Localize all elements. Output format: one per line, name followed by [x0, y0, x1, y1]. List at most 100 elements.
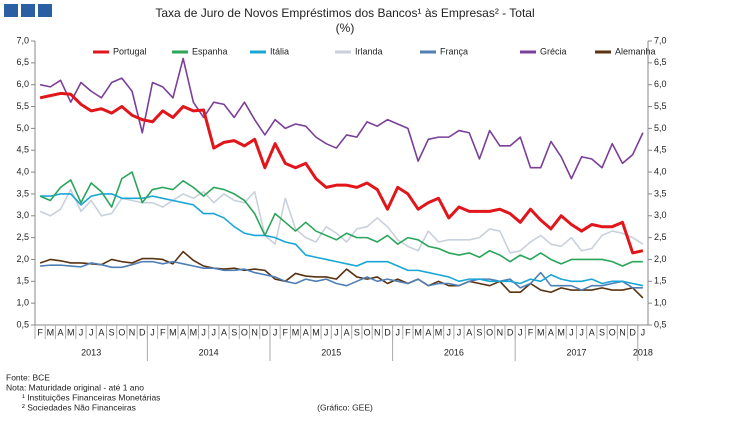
x-tick-label: M [312, 327, 320, 337]
x-tick-label: J [201, 327, 206, 337]
y2-tick-label: 5,0 [654, 123, 667, 133]
legend-label: Espanha [192, 46, 228, 56]
y-tick-label: 4,5 [16, 145, 29, 155]
series-line [40, 193, 644, 287]
x-tick-label: A [548, 327, 554, 337]
x-tick-label: J [334, 327, 339, 337]
x-tick-label: F [160, 327, 166, 337]
y2-tick-label: 3,5 [654, 188, 667, 198]
x-tick-label: M [537, 327, 545, 337]
x-tick-label: O [609, 327, 616, 337]
x-tick-label: A [98, 327, 104, 337]
year-label: 2016 [444, 347, 464, 357]
credit: (Gráfico: GEE) [317, 402, 373, 412]
series-line [39, 57, 644, 180]
x-tick-label: F [283, 327, 289, 337]
x-tick-label: A [589, 327, 595, 337]
logo-square [21, 4, 35, 17]
x-tick-label: J [89, 327, 94, 337]
y-tick-label: 1,0 [16, 298, 29, 308]
x-tick-label: A [180, 327, 186, 337]
x-tick-label: A [221, 327, 227, 337]
y-tick-label: 6,5 [16, 57, 29, 67]
y-tick-label: 5,5 [16, 101, 29, 111]
y-tick-label: 2,0 [16, 254, 29, 264]
note: Fonte: BCE [6, 372, 50, 382]
year-label: 2014 [199, 347, 219, 357]
x-tick-label: M [67, 327, 75, 337]
x-tick-label: J [447, 327, 452, 337]
x-tick-label: D [262, 327, 269, 337]
x-tick-label: J [79, 327, 84, 337]
x-tick-label: J [395, 327, 400, 337]
y-tick-label: 6,0 [16, 79, 29, 89]
x-tick-label: J [569, 327, 574, 337]
y2-tick-label: 2,5 [654, 232, 667, 242]
x-tick-label: M [190, 327, 198, 337]
x-tick-label: M [557, 327, 565, 337]
year-label: 2017 [566, 347, 586, 357]
x-tick-label: J [579, 327, 584, 337]
x-tick-label: O [486, 327, 493, 337]
logo-square [38, 4, 52, 17]
note: ¹ Instituições Financeiras Monetárias [22, 392, 160, 402]
x-tick-label: M [435, 327, 443, 337]
y-tick-label: 3,0 [16, 210, 29, 220]
chart-subtitle: (%) [336, 21, 355, 35]
note: ² Sociedades Não Financeiras [22, 402, 136, 412]
y2-tick-label: 1,5 [654, 276, 667, 286]
y2-tick-label: 7,0 [654, 35, 667, 45]
x-tick-label: M [47, 327, 55, 337]
legend-label: Itália [270, 46, 289, 56]
y-tick-label: 5,0 [16, 123, 29, 133]
y2-tick-label: 3,0 [654, 210, 667, 220]
y2-tick-label: 4,0 [654, 166, 667, 176]
x-tick-label: A [344, 327, 350, 337]
legend-label: França [440, 46, 468, 56]
x-tick-label: A [466, 327, 472, 337]
x-tick-label: F [37, 327, 43, 337]
x-tick-label: O [364, 327, 371, 337]
x-tick-label: N [129, 327, 136, 337]
series-line [39, 250, 644, 299]
x-tick-label: O [118, 327, 125, 337]
year-label: 2018 [633, 347, 653, 357]
x-tick-label: J [324, 327, 329, 337]
x-tick-label: J [457, 327, 462, 337]
legend-label: Portugal [113, 46, 147, 56]
x-tick-label: N [497, 327, 504, 337]
logo-square [4, 4, 18, 17]
y2-tick-label: 1,0 [654, 298, 667, 308]
note: Nota: Maturidade original - até 1 ano [6, 382, 144, 392]
x-tick-label: A [425, 327, 431, 337]
series-line [40, 260, 643, 291]
x-tick-label: A [58, 327, 64, 337]
x-tick-label: M [169, 327, 177, 337]
x-tick-label: N [251, 327, 258, 337]
chart-title: Taxa de Juro de Novos Empréstimos dos Ba… [155, 6, 534, 20]
y-tick-label: 3,5 [16, 188, 29, 198]
year-label: 2015 [321, 347, 341, 357]
y-tick-label: 4,0 [16, 166, 29, 176]
series-line [39, 171, 643, 267]
x-tick-label: D [139, 327, 146, 337]
x-tick-label: F [405, 327, 411, 337]
x-tick-label: F [528, 327, 534, 337]
x-tick-label: N [374, 327, 381, 337]
y2-tick-label: 6,0 [654, 79, 667, 89]
x-tick-label: M [292, 327, 300, 337]
legend-label: Grécia [540, 46, 567, 56]
y-tick-label: 0,5 [16, 319, 29, 329]
x-tick-label: D [384, 327, 391, 337]
x-tick-label: D [507, 327, 514, 337]
y2-tick-label: 6,5 [654, 57, 667, 67]
legend-label: Alemanha [615, 46, 656, 56]
y2-tick-label: 2,0 [654, 254, 667, 264]
y-tick-label: 1,5 [16, 276, 29, 286]
legend-label: Irlanda [355, 46, 383, 56]
x-tick-label: S [599, 327, 605, 337]
y2-tick-label: 5,5 [654, 101, 667, 111]
x-tick-label: J [518, 327, 523, 337]
x-tick-label: S [231, 327, 237, 337]
x-tick-label: M [414, 327, 422, 337]
